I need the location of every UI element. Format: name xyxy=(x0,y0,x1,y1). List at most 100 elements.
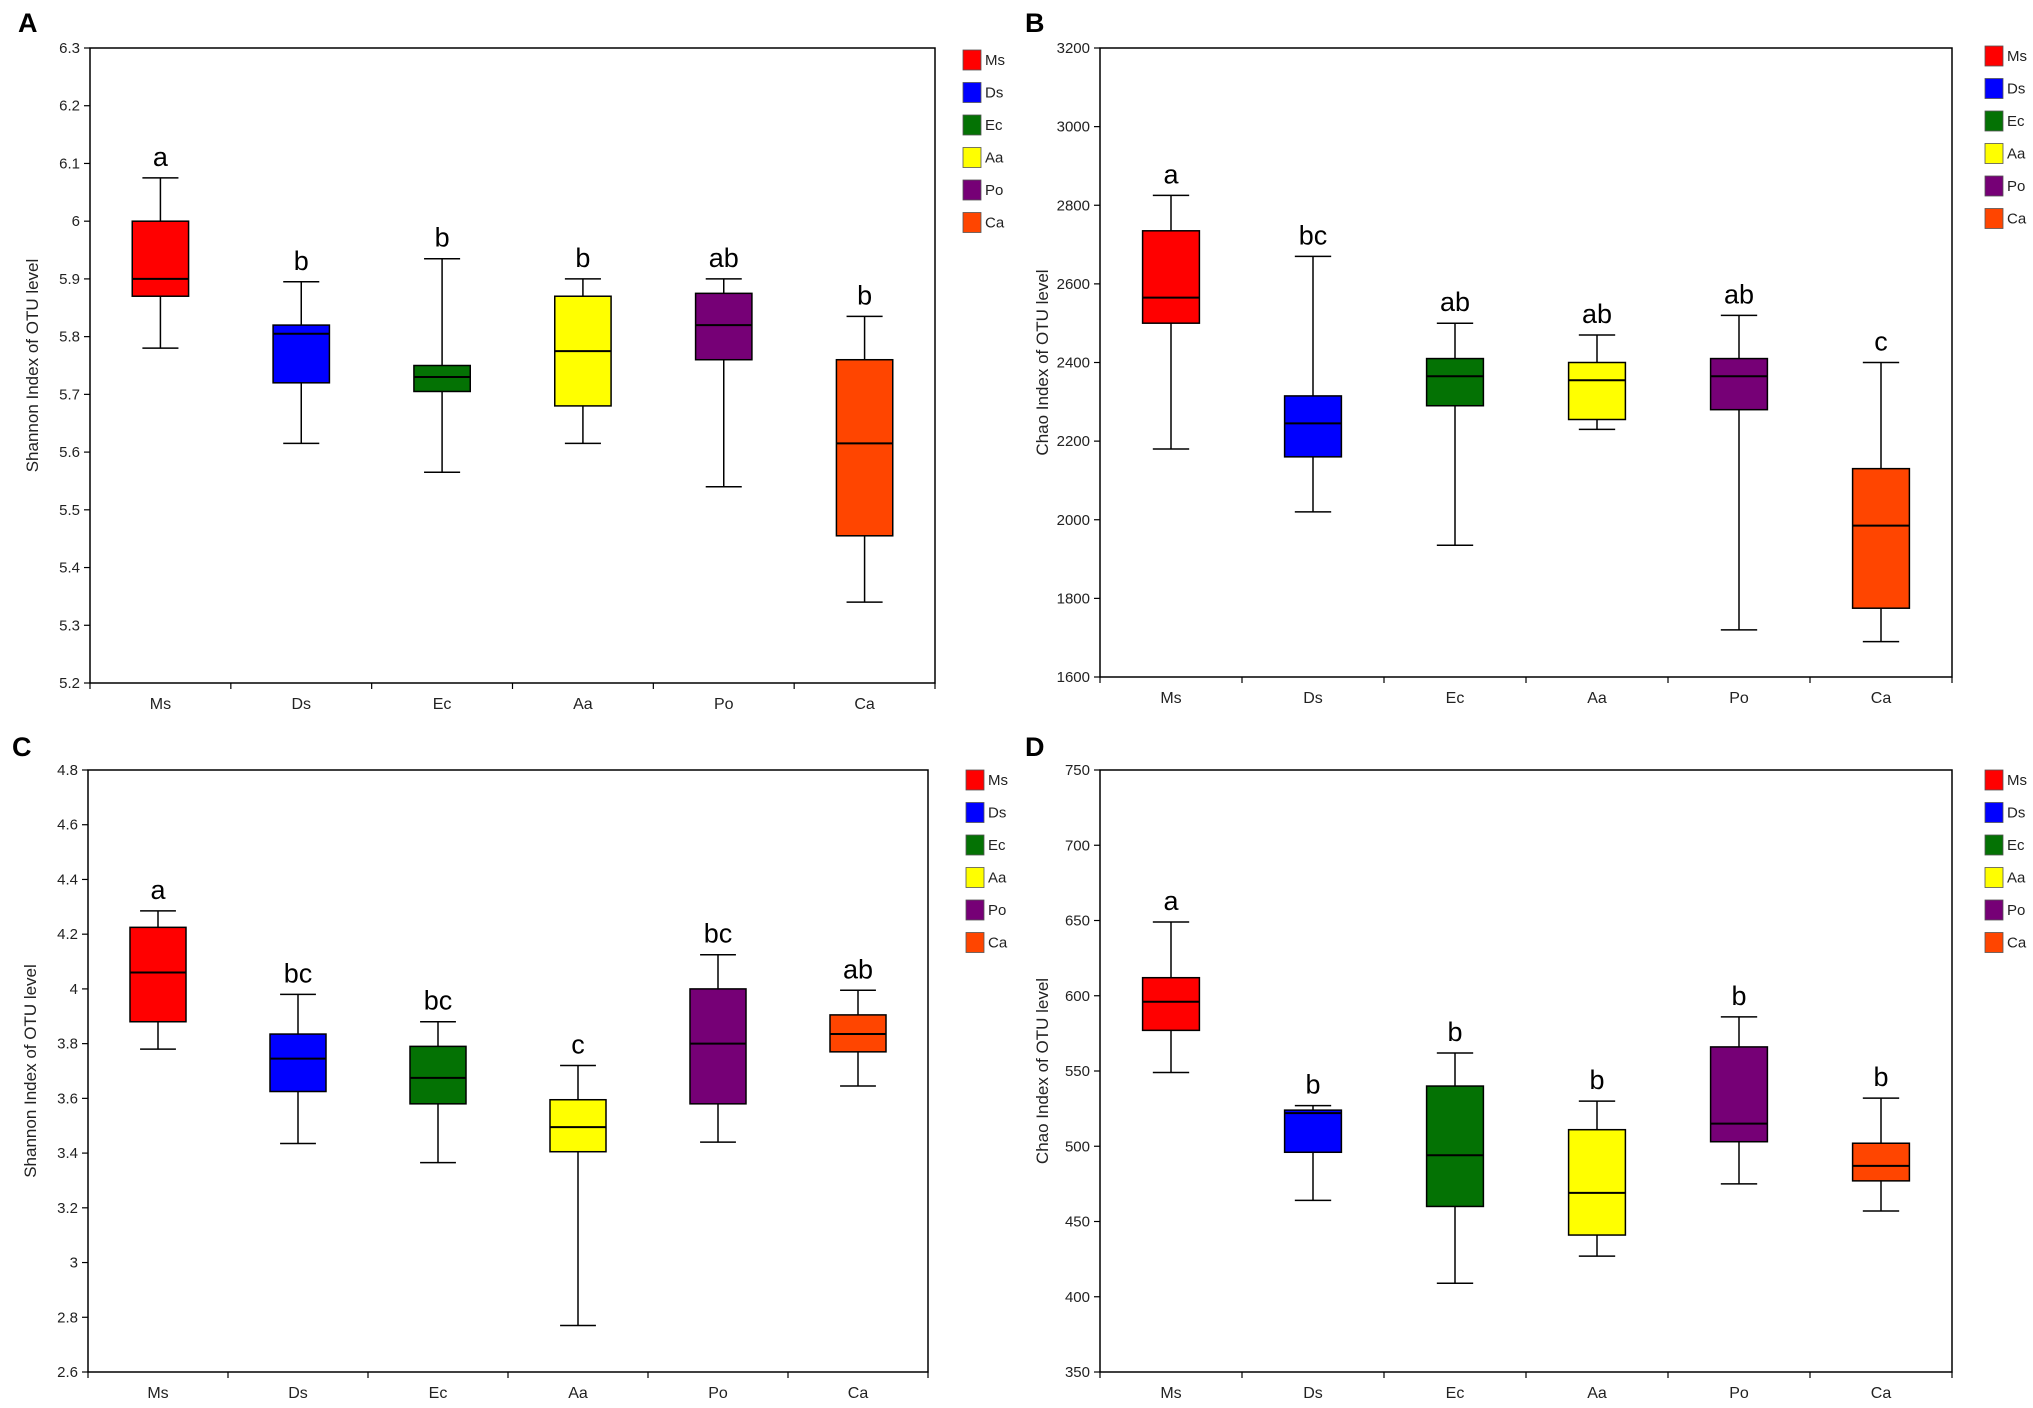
significance-letter: b xyxy=(857,280,872,310)
panel-d: D 350 400 450 500 550 600 650 700 750 Chao Index o… xyxy=(1025,732,2027,1402)
y-tick-label: 350 xyxy=(1065,1364,1090,1381)
y-tick-label: 4.6 xyxy=(57,817,78,834)
legend-swatch xyxy=(965,899,985,921)
legend-swatch xyxy=(962,179,982,201)
box-iqr xyxy=(689,988,747,1105)
category-label: Po xyxy=(714,696,734,713)
y-tick-label: 3 xyxy=(70,1255,78,1272)
box-iqr xyxy=(694,292,753,361)
legend-swatch xyxy=(1984,208,2004,229)
category-label: Ds xyxy=(1303,1385,1323,1402)
legend-swatch xyxy=(965,769,985,791)
box-ec: b xyxy=(1425,1017,1485,1284)
box-iqr xyxy=(1141,976,1201,1032)
box-ds: b xyxy=(272,246,331,445)
legend-swatch xyxy=(962,147,982,168)
y-tick-label: 6 xyxy=(72,213,80,230)
y-tick-label: 750 xyxy=(1065,762,1090,779)
legend-swatch xyxy=(1984,175,2004,197)
y-tick-label: 6.1 xyxy=(59,155,80,172)
box-ca: c xyxy=(1851,327,1911,643)
legend-label: Po xyxy=(985,182,1003,199)
legend-swatch xyxy=(1984,867,2004,888)
legend-swatch xyxy=(1984,899,2004,921)
category-label: Aa xyxy=(568,1385,588,1402)
box-ms: a xyxy=(1141,159,1201,450)
panel-c: C 2.6 2.8 3 3.2 3.4 3.6 3.8 4 4.2 4.4 4.6 4.8 Shannon… xyxy=(12,732,1008,1402)
significance-letter: ab xyxy=(843,954,873,984)
plot-frame xyxy=(89,47,936,684)
y-tick-label: 5.4 xyxy=(59,560,80,577)
y-tick-label: 3.4 xyxy=(57,1145,78,1162)
plot-frame xyxy=(1099,47,1953,678)
legend-label: Ms xyxy=(985,52,1005,69)
box-ec: bc xyxy=(409,986,467,1164)
category-label: Ms xyxy=(147,1385,168,1402)
plot-frame xyxy=(87,769,929,1373)
panel-b: B 1600 1800 2000 2200 2400 2600 2800 3000 3200 Cha… xyxy=(1025,8,2027,707)
y-tick-label: 5.9 xyxy=(59,271,80,288)
box-iqr xyxy=(1851,1142,1911,1182)
y-tick-label: 4.2 xyxy=(57,926,78,943)
legend-label: Ds xyxy=(2007,805,2025,822)
significance-letter: a xyxy=(1163,886,1179,916)
plot-frame xyxy=(1099,769,1953,1373)
legend-label: Aa xyxy=(2007,146,2026,163)
legend-label: Po xyxy=(2007,902,2025,919)
legend-label: Aa xyxy=(2007,870,2026,887)
y-tick-label: 5.2 xyxy=(59,675,80,692)
box-po: ab xyxy=(1709,279,1769,631)
legend-label: Ds xyxy=(988,805,1006,822)
y-tick-label: 6.2 xyxy=(59,98,80,115)
significance-letter: a xyxy=(1163,159,1179,189)
y-tick-label: 4.8 xyxy=(57,762,78,779)
box-ds: bc xyxy=(269,958,327,1145)
category-label: Ms xyxy=(1160,690,1181,707)
y-tick-label: 4 xyxy=(70,981,78,998)
box-po: ab xyxy=(694,243,753,488)
y-tick-label: 3000 xyxy=(1057,119,1090,136)
significance-letter: bc xyxy=(284,958,313,988)
category-label: Aa xyxy=(573,696,593,713)
y-tick-label: 1600 xyxy=(1057,669,1090,686)
significance-letter: ab xyxy=(1724,279,1754,309)
category-label: Ds xyxy=(1303,690,1323,707)
legend-swatch xyxy=(1984,769,2004,791)
legend-label: Ec xyxy=(2007,113,2025,130)
legend-swatch xyxy=(965,834,985,856)
legend-swatch xyxy=(962,82,982,103)
y-tick-label: 3.2 xyxy=(57,1200,78,1217)
box-iqr xyxy=(269,1033,327,1093)
category-label: Aa xyxy=(1587,690,1607,707)
box-iqr xyxy=(1283,395,1343,458)
box-iqr xyxy=(409,1045,467,1105)
panel-letter: A xyxy=(18,8,38,38)
legend: Ms Ds Ec Aa Po Ca xyxy=(1984,45,2027,229)
y-tick-label: 3200 xyxy=(1057,40,1090,57)
box-ca: b xyxy=(1851,1062,1911,1212)
significance-letter: ab xyxy=(709,243,739,273)
legend: Ms Ds Ec Aa Po Ca xyxy=(1984,769,2027,953)
significance-letter: b xyxy=(1873,1062,1888,1092)
y-tick-label: 650 xyxy=(1065,913,1090,930)
significance-letter: ab xyxy=(1440,287,1470,317)
legend-label: Ms xyxy=(2007,48,2027,65)
legend-label: Ms xyxy=(2007,772,2027,789)
box-iqr xyxy=(129,926,187,1023)
legend-swatch xyxy=(965,802,985,823)
significance-letter: b xyxy=(294,246,309,276)
significance-letter: b xyxy=(575,243,590,273)
significance-letter: c xyxy=(1874,327,1888,357)
box-po: b xyxy=(1709,981,1769,1185)
y-tick-label: 2.6 xyxy=(57,1364,78,1381)
category-label: Ds xyxy=(291,696,311,713)
legend-swatch xyxy=(1984,802,2004,823)
box-ca: ab xyxy=(829,954,887,1087)
y-axis-label: Shannon Index of OTU level xyxy=(23,259,42,473)
legend-swatch xyxy=(1984,78,2004,99)
box-aa: b xyxy=(554,243,612,445)
y-tick-label: 2.8 xyxy=(57,1309,78,1326)
y-tick-label: 5.7 xyxy=(59,386,80,403)
category-label: Ms xyxy=(150,696,171,713)
y-tick-label: 700 xyxy=(1065,837,1090,854)
